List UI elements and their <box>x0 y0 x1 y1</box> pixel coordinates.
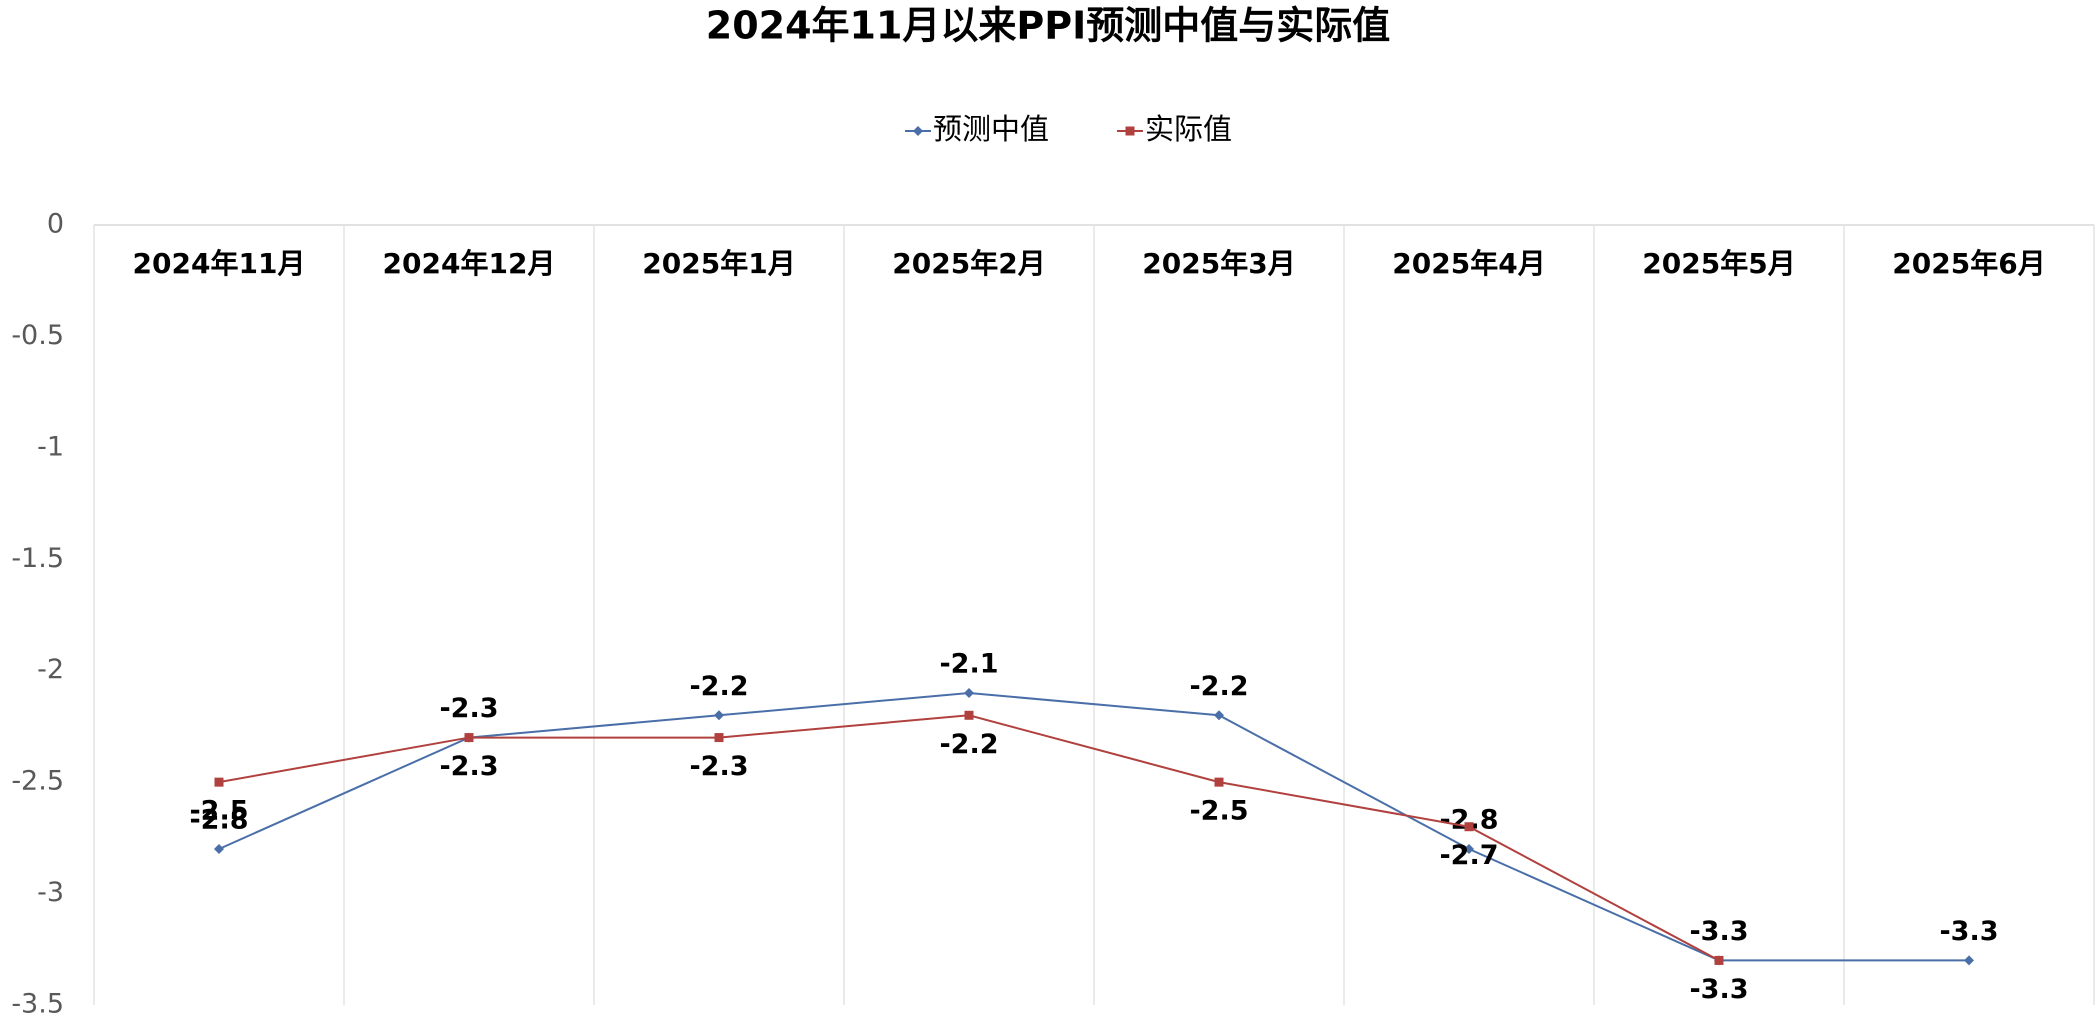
data-label: -2.7 <box>1439 840 1498 871</box>
data-label: -2.2 <box>939 729 998 760</box>
data-label: -2.8 <box>189 805 248 836</box>
data-label: -2.3 <box>439 751 498 782</box>
data-label: -3.3 <box>1689 916 1748 947</box>
marker <box>1464 844 1474 854</box>
x-tick-label: 2025年5月 <box>1642 247 1795 280</box>
legend-label: 预测中值 <box>933 112 1049 146</box>
marker <box>714 733 724 743</box>
y-tick-label: -2 <box>37 654 64 685</box>
data-label: -2.2 <box>689 671 748 702</box>
marker <box>1214 777 1224 787</box>
data-label: -2.1 <box>939 649 998 680</box>
marker <box>214 844 224 854</box>
data-label: -3.3 <box>1689 974 1748 1005</box>
marker <box>964 688 974 698</box>
y-tick-label: -0.5 <box>11 320 64 351</box>
x-tick-label: 2025年2月 <box>892 247 1045 280</box>
legend-marker <box>1125 126 1135 136</box>
chart-title: 2024年11月以来PPI预测中值与实际值 <box>706 4 1390 48</box>
data-label: -2.5 <box>1189 796 1248 827</box>
data-label: -2.5 <box>189 796 248 827</box>
data-label: -2.3 <box>689 751 748 782</box>
legend-label: 实际值 <box>1145 112 1232 146</box>
y-tick-label: -1.5 <box>11 543 64 574</box>
x-tick-label: 2024年12月 <box>383 247 556 280</box>
marker <box>1214 710 1224 721</box>
marker <box>714 710 724 721</box>
x-tick-label: 2025年3月 <box>1142 247 1295 280</box>
y-tick-label: 0 <box>47 209 64 240</box>
y-tick-label: -3.5 <box>11 989 64 1020</box>
marker <box>1964 955 1974 966</box>
legend-marker <box>913 126 923 136</box>
x-tick-label: 2025年1月 <box>642 247 795 280</box>
marker <box>964 710 974 720</box>
x-tick-label: 2024年11月 <box>133 247 306 280</box>
data-label: -2.2 <box>1189 671 1248 702</box>
series-line <box>218 691 1969 962</box>
marker <box>464 733 474 743</box>
x-tick-label: 2025年6月 <box>1892 247 2045 280</box>
data-label: -2.3 <box>439 693 498 724</box>
x-tick-label: 2025年4月 <box>1392 247 1545 280</box>
marker <box>1714 955 1724 965</box>
y-tick-label: -2.5 <box>11 766 64 797</box>
marker <box>214 777 224 787</box>
data-label: -3.3 <box>1939 916 1998 947</box>
marker <box>1464 822 1474 832</box>
y-tick-label: -3 <box>37 877 64 908</box>
y-tick-label: -1 <box>37 431 64 462</box>
